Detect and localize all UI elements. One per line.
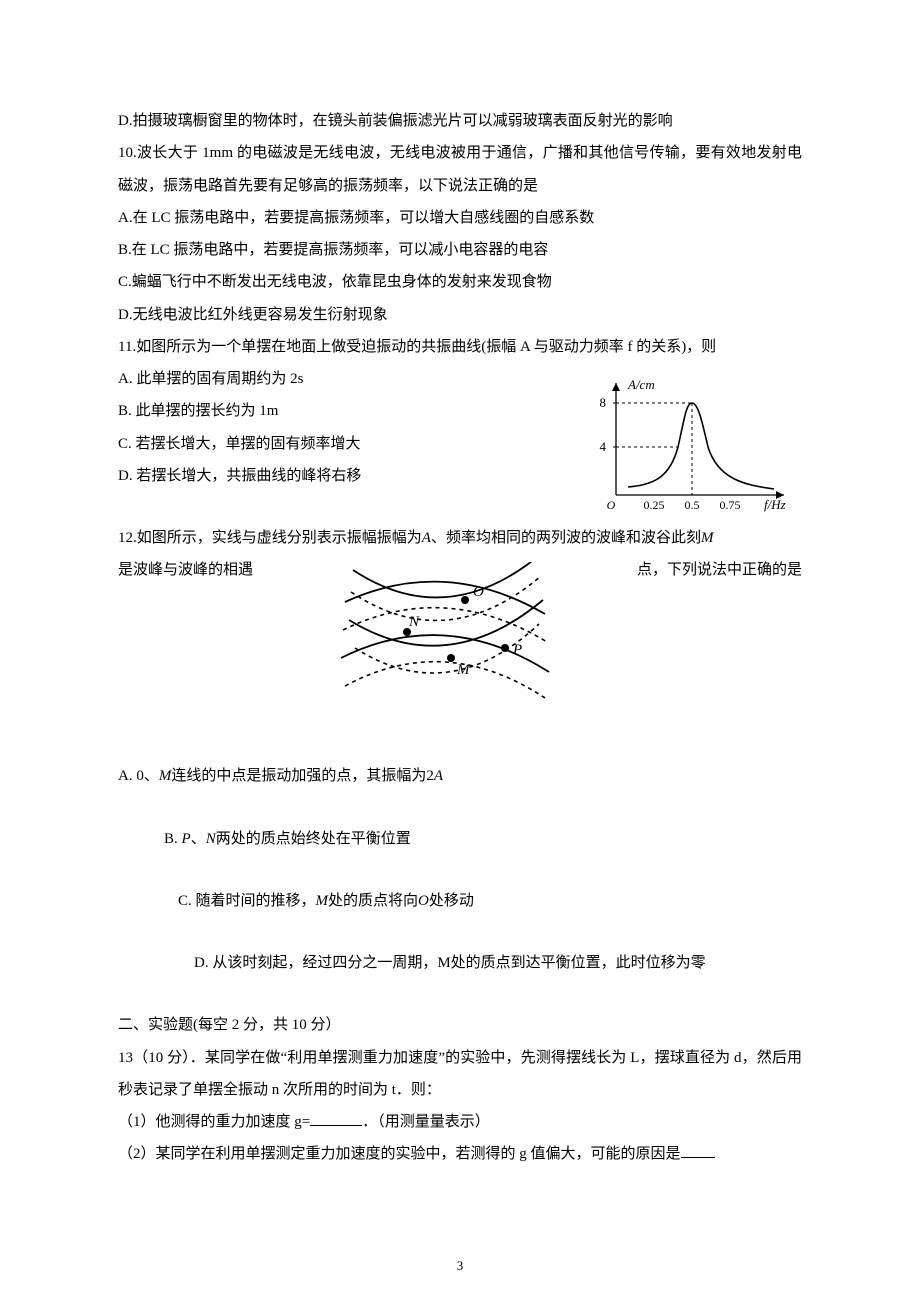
q13-sub1-post: ．（用测量量表示） [362,1114,490,1130]
q11-stem: 11.如图所示为一个单摆在地面上做受迫振动的共振曲线(振幅 A 与驱动力频率 f… [118,331,802,363]
q11-option-b: B. 此单摆的摆长约为 1m [118,395,576,427]
q12-option-b: B. P、N两处的质点始终处在平衡位置 [118,823,802,855]
q12-stem-mid2: 是波峰与波峰的相遇 [118,554,253,586]
q12-c-post: 处移动 [429,893,474,909]
svg-text:O: O [607,498,616,512]
q11-option-d: D. 若摆长增大，共振曲线的峰将右移 [118,460,576,492]
section2-title: 二、实验题(每空 2 分，共 10 分） [118,1009,802,1041]
fill-blank[interactable] [310,1111,362,1126]
q12-b-p: P [182,831,191,847]
q12-option-a: A. 0、M连线的中点是振动加强的点，其振幅为2A [118,760,802,792]
q13-sub2: （2）某同学在利用单摆测定重力加速度的实验中，若测得的 g 值偏大，可能的原因是 [118,1138,802,1170]
q12-stem-mid1: 、频率均相同的两列波的波峰和波谷此刻 [431,530,701,546]
q12-option-c: C. 随着时间的推移，M处的质点将向O处移动 [118,885,802,917]
svg-text:P: P [512,642,522,658]
q13-sub2-pre: （2）某同学在利用单摆测定重力加速度的实验中，若测得的 g 值偏大，可能的原因是 [118,1146,681,1162]
q12-a-m: M [159,768,172,784]
ytick-4: 4 [600,439,607,454]
q12-stem-post: 点，下列说法中正确的是 [637,554,802,586]
q10-stem: 10.波长大于 1mm 的电磁波是无线电波，无线电波被用于通信，广播和其他信号传… [118,137,802,202]
q12-stem-m: M [701,530,714,546]
q10-option-d: D.无线电波比红外线更容易发生衍射现象 [118,299,802,331]
q12-c-pre: C. 随着时间的推移， [178,893,316,909]
q12-option-d: D. 从该时刻起，经过四分之一周期，M处的质点到达平衡位置，此时位移为零 [118,947,802,979]
q12-b-pre: B. [164,831,182,847]
q11-option-a: A. 此单摆的固有周期约为 2s [118,363,576,395]
resonance-chart: 4 8 O 0.25 0.5 0.75 A/cm f/Hz [584,377,802,517]
page-number: 3 [0,1258,920,1274]
q12-c-mid: 处的质点将向 [328,893,418,909]
q12-stem: 12.如图所示，实线与虚线分别表示振幅振幅为A、频率均相同的两列波的波峰和波谷此… [118,522,802,554]
q12-a-a: A [434,768,443,784]
q11-option-c: C. 若摆长增大，单摆的固有频率增大 [118,428,576,460]
xtick-05: 0.5 [685,498,700,512]
q12-c-o: O [418,893,429,909]
q12-a-pre: A. 0、 [118,768,159,784]
q13-sub1-pre: （1）他测得的重力加速度 g= [118,1114,310,1130]
svg-text:N: N [408,614,420,630]
interference-figure: O N M P [335,562,555,712]
x-axis-label: f/Hz [764,497,786,512]
q12-stem-a: A [422,530,431,546]
q13-sub1: （1）他测得的重力加速度 g= ．（用测量量表示） [118,1106,802,1138]
fill-blank-2[interactable] [681,1143,715,1158]
q12-b-post: 两处的质点始终处在平衡位置 [216,831,411,847]
q12-stem-pre: 12.如图所示，实线与虚线分别表示振幅振幅为 [118,530,422,546]
q12-c-m: M [316,893,329,909]
xtick-075: 0.75 [720,498,741,512]
y-axis-label: A/cm [627,377,655,392]
xtick-025: 0.25 [644,498,665,512]
q12-a-mid: 连线的中点是振动加强的点，其振幅为2 [171,768,434,784]
svg-text:M: M [456,662,471,678]
q13-stem: 13（10 分）．某同学在做“利用单摆测重力加速度”的实验中，先测得摆线长为 L… [118,1042,802,1107]
ytick-8: 8 [600,395,607,410]
q10-option-b: B.在 LC 振荡电路中，若要提高振荡频率，可以减小电容器的电容 [118,234,802,266]
svg-text:O: O [473,584,484,600]
q10-option-a: A.在 LC 振荡电路中，若要提高振荡频率，可以增大自感线圈的自感系数 [118,202,802,234]
q9-option-d: D.拍摄玻璃橱窗里的物体时，在镜头前装偏振滤光片可以减弱玻璃表面反射光的影响 [118,105,802,137]
q12-b-mid1: 、 [191,831,206,847]
q12-b-n: N [206,831,216,847]
q10-option-c: C.蝙蝠飞行中不断发出无线电波，依靠昆虫身体的发射来发现食物 [118,266,802,298]
